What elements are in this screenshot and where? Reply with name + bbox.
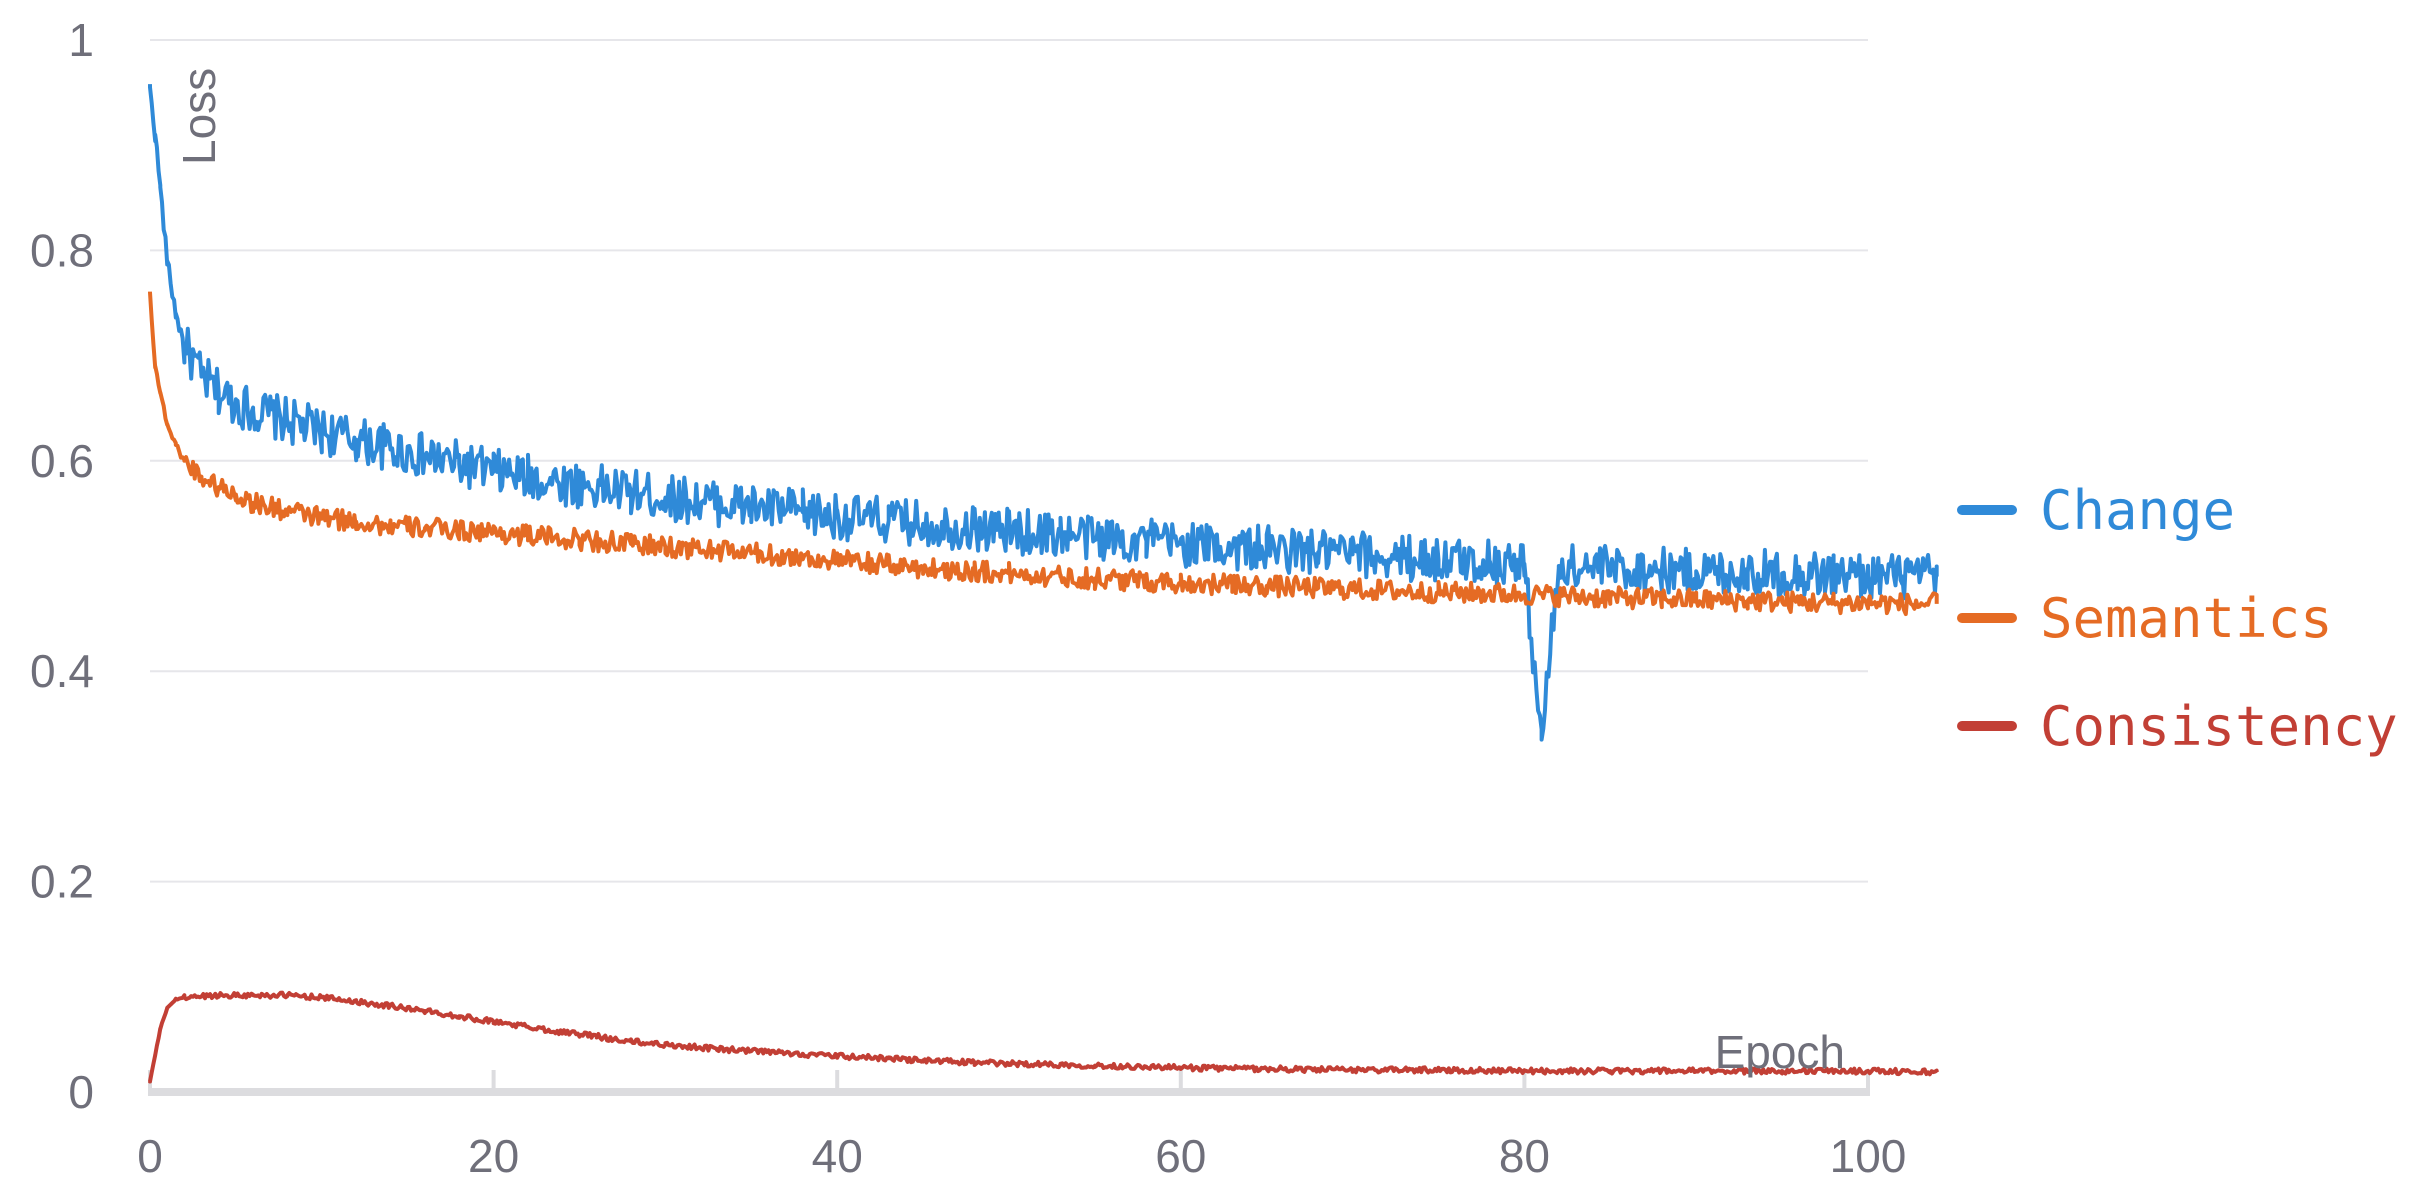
series-line-semantics <box>148 290 1939 617</box>
series-line-change <box>148 84 1939 742</box>
y-tick-label: 0.4 <box>30 645 94 697</box>
y-tick-label: 0 <box>68 1066 94 1118</box>
x-tick-label: 100 <box>1830 1130 1907 1182</box>
series-line-consistency <box>148 990 1939 1084</box>
x-tick-label: 20 <box>468 1130 519 1182</box>
y-axis-title: Loss <box>173 68 225 165</box>
x-axis-title: Epoch <box>1715 1026 1845 1078</box>
legend-label-consistency: Consistency <box>2040 695 2398 758</box>
tick-layer: 0 0.2 0.4 0.6 0.8 1 0 20 40 60 80 100 <box>30 14 1906 1182</box>
y-tick-label: 0.6 <box>30 435 94 487</box>
x-tick-label: 60 <box>1155 1130 1206 1182</box>
legend: Change Semantics Consistency <box>1957 479 2398 758</box>
y-tick-label: 0.8 <box>30 224 94 276</box>
legend-label-semantics: Semantics <box>2040 587 2333 650</box>
series-layer <box>148 84 1939 1084</box>
legend-label-change: Change <box>2040 479 2235 542</box>
x-tick-label: 80 <box>1499 1130 1550 1182</box>
y-tick-label: 1 <box>68 14 94 66</box>
x-tick-label: 0 <box>137 1130 163 1182</box>
x-tick-label: 40 <box>812 1130 863 1182</box>
y-tick-label: 0.2 <box>30 856 94 908</box>
